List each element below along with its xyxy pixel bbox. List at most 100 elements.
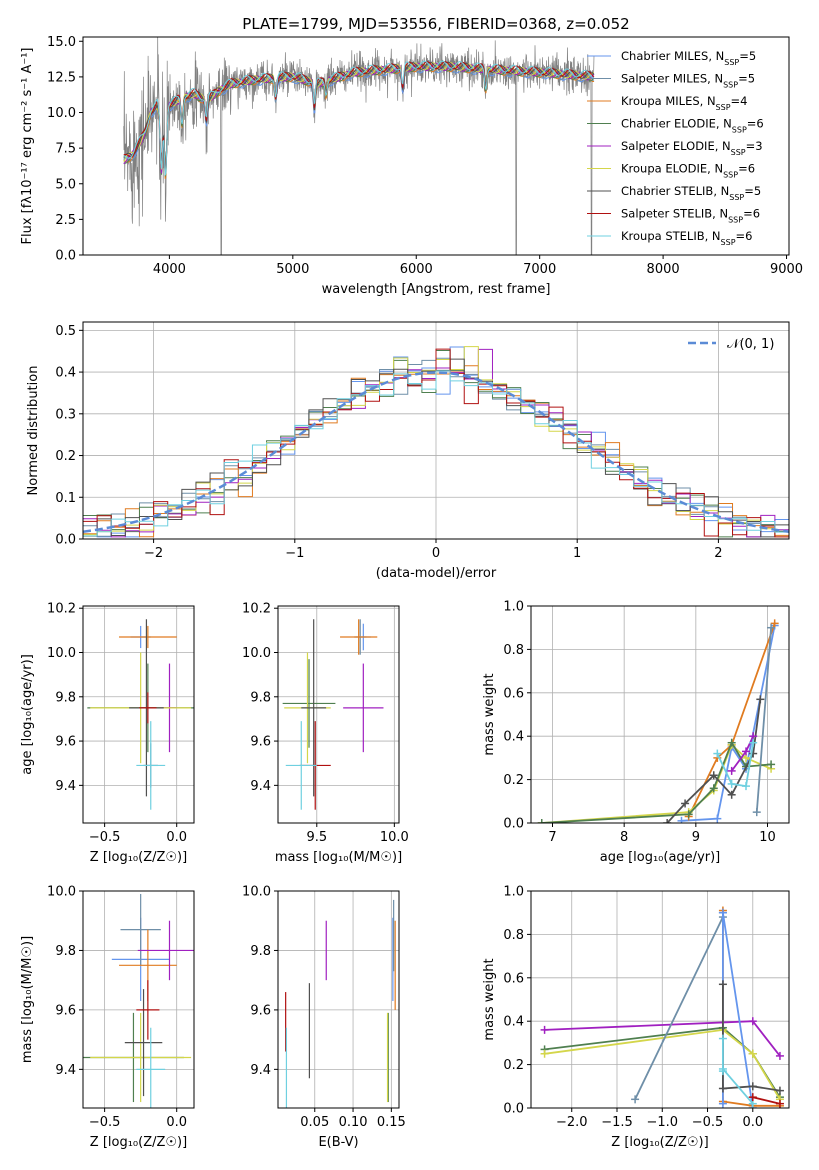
weight-point-marker [752, 808, 761, 817]
residuals-ytick-label: 0.3 [55, 407, 76, 422]
age-vs-Z-xtick-label: 0.0 [166, 830, 187, 845]
weight-vs-age-ylabel: mass weight [482, 673, 497, 755]
weight-point-marker [742, 782, 750, 791]
weight-point-marker [748, 1049, 757, 1058]
weight-vs-Z-grid [531, 890, 789, 1109]
spectrum-xtick-label: 6000 [400, 262, 433, 277]
residuals-plot-area [83, 346, 789, 538]
weight-vs-age-ytick-label: 0.6 [503, 686, 524, 701]
weight-vs-age-ytick-label: 0.4 [503, 730, 524, 745]
age-vs-mass-ytick-label: 9.8 [250, 690, 271, 705]
weight-vs-Z-xtick-label: −1.5 [601, 1115, 633, 1130]
weight-point-marker [727, 790, 736, 799]
age-vs-mass-xlabel: mass [log₁₀(M/M☉)] [275, 850, 402, 865]
weight-series-line [666, 699, 762, 823]
normal-reference-curve [83, 371, 789, 533]
mass-vs-EBV-xtick-label: 0.10 [339, 1115, 368, 1130]
legend-entry: Kroupa ELODIE, NSSP=6 [621, 162, 755, 180]
age-vs-mass-grid [278, 606, 399, 823]
weight-vs-Z-ytick-label: 0.0 [503, 1102, 524, 1117]
mass-vs-Z-xtick-label: 0.0 [166, 1115, 187, 1130]
residuals-ytick-label: 0.2 [55, 449, 76, 464]
weight-point-marker [727, 779, 736, 788]
errorbar [139, 692, 157, 724]
weight-point-marker [727, 766, 736, 775]
age-vs-mass-ytick-label: 9.6 [250, 735, 271, 750]
spectrum-axes: 4000 5000 6000 7000 8000 9000 0.0 2.5 5.0 7.5 10.0… [20, 35, 803, 297]
mass-vs-EBV-xlabel: E(B-V) [318, 1135, 358, 1150]
weight-series-line [634, 912, 724, 1100]
weight-vs-Z-xtick-label: −0.5 [692, 1115, 724, 1130]
errorbar [119, 625, 177, 649]
weight-vs-Z-plot-area [540, 906, 784, 1108]
residuals-ytick-label: 0.0 [55, 533, 76, 548]
mass-vs-Z-grid [83, 890, 194, 1108]
spectrum-ytick-label: 0.0 [55, 249, 76, 264]
age-vs-Z-frame [82, 605, 195, 824]
weight-vs-age-plot-area [537, 619, 779, 823]
spectrum-ytick-label: 12.5 [47, 70, 76, 85]
mass-vs-EBV-grid [278, 890, 399, 1108]
weight-point-marker [748, 1093, 757, 1102]
weight-point-marker [727, 738, 736, 747]
weight-vs-age-axes: 7 8 9 10 0.0 0.2 0.4 0.6 0.8 1.0 age [log₁₀(age/yr… [482, 600, 789, 865]
residuals-xlabel: (data-model)/error [376, 566, 497, 581]
spectrum-legend: Chabrier MILES, NSSP=5 Salpeter MILES, NS… [587, 49, 764, 247]
age-vs-mass-ytick-label: 10.2 [242, 602, 271, 617]
weight-point-marker [742, 747, 750, 756]
weight-vs-Z-xtick-label: 0.0 [742, 1115, 763, 1130]
errorbar [124, 989, 163, 1097]
spectrum-model-line [123, 60, 595, 176]
age-vs-mass-xtick-label: 9.5 [306, 830, 327, 845]
weight-point-marker [749, 738, 758, 747]
errorbar [136, 721, 166, 810]
weight-point-marker [709, 771, 718, 780]
age-vs-Z-ytick-label: 10.0 [47, 646, 76, 661]
weight-point-marker [713, 749, 722, 758]
spectrum-model-line [123, 61, 595, 172]
weight-vs-age-frame [530, 605, 790, 824]
weight-point-marker [684, 810, 693, 819]
age-vs-Z-ytick-label: 10.2 [47, 602, 76, 617]
age-vs-Z-plot-area [87, 619, 194, 810]
spectrum-xlabel: wavelength [Angstrom, rest frame] [322, 282, 551, 297]
age-vs-Z-ytick-label: 9.6 [55, 735, 76, 750]
mass-vs-EBV-axes: 0.05 0.10 0.15 9.4 9.6 9.8 10.0 E(B-V) [242, 885, 406, 1151]
spectrum-frame [82, 36, 790, 256]
weight-vs-Z-ytick-label: 0.8 [503, 928, 524, 943]
weight-vs-Z-xtick-label: −1.0 [646, 1115, 678, 1130]
mass-vs-EBV-xtick-label: 0.05 [300, 1115, 329, 1130]
age-vs-mass-ytick-label: 10.0 [242, 646, 271, 661]
weight-series-line [722, 912, 754, 1108]
weight-vs-age-ytick-label: 0.8 [503, 643, 524, 658]
age-vs-Z-xlabel: Z [log₁₀(Z/Z☉)] [90, 850, 187, 865]
spectrum-model-line [123, 62, 595, 171]
residual-histogram [83, 348, 789, 538]
weight-point-marker [748, 1017, 757, 1026]
weight-point-marker [748, 1082, 757, 1091]
weight-point-marker [718, 980, 727, 989]
mass-vs-Z-ytick-label: 9.4 [55, 1063, 76, 1078]
mass-vs-Z-frame [82, 890, 195, 1109]
weight-point-marker [775, 1086, 784, 1095]
weight-series-line [716, 742, 755, 788]
weight-vs-age-xtick-label: 10 [759, 830, 776, 845]
legend-entry: Kroupa MILES, NSSP=4 [621, 94, 747, 112]
mass-vs-Z-xlabel: Z [log₁₀(Z/Z☉)] [90, 1135, 187, 1150]
mass-vs-Z-ytick-label: 9.6 [55, 1003, 76, 1018]
weight-series-line [752, 1096, 781, 1105]
residuals-frame [82, 321, 790, 540]
weight-point-marker [709, 784, 718, 793]
weight-vs-Z-ytick-label: 0.4 [503, 1015, 524, 1030]
spectrum-ytick-label: 5.0 [55, 177, 76, 192]
residuals-xtick-label: −1 [285, 546, 304, 561]
age-vs-mass-frame [277, 605, 400, 824]
spectrum-ylabel: Flux [fλ10⁻¹⁷ erg cm⁻² s⁻¹ A⁻¹] [20, 48, 35, 245]
residuals-ytick-label: 0.1 [55, 491, 76, 506]
spectrum-xtick-label: 9000 [770, 262, 803, 277]
spectrum-plot-area [123, 37, 595, 255]
spectrum-xtick-label: 7000 [523, 262, 556, 277]
weight-series-line [722, 1038, 754, 1105]
weight-point-marker [713, 814, 722, 823]
mass-vs-Z-ytick-label: 10.0 [47, 885, 76, 900]
